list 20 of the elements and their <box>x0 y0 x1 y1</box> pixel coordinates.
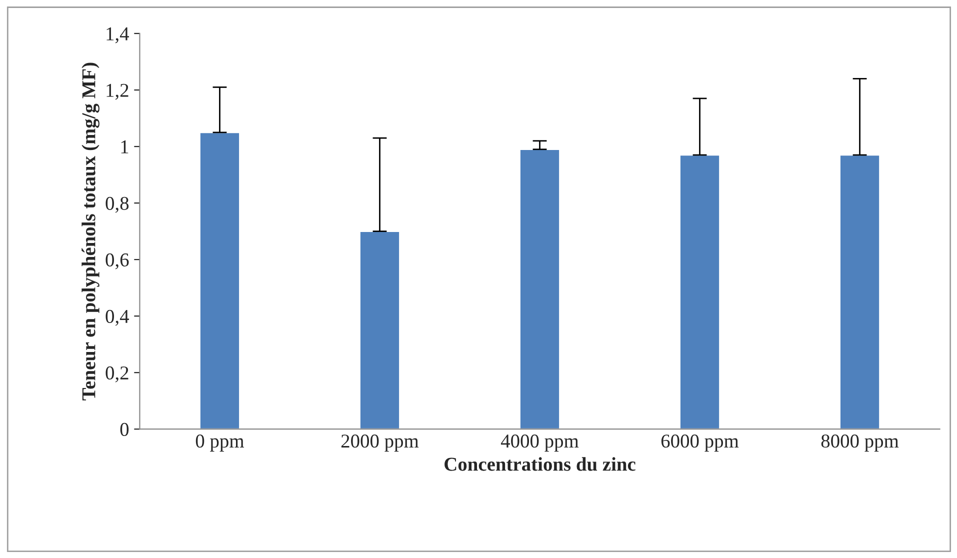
y-tick-label: 1,2 <box>106 84 128 100</box>
x-tick-label: 0 ppm <box>196 434 244 452</box>
y-tick-label: 1 <box>121 140 128 154</box>
y-tick-label: 0,8 <box>106 196 129 213</box>
y-tick-label: 0 <box>120 422 129 436</box>
bar <box>519 148 560 430</box>
x-tick-label: 6000 ppm <box>661 434 739 452</box>
bar <box>199 132 240 430</box>
y-tick-label: 0,2 <box>106 366 128 382</box>
x-tick-label: 8000 ppm <box>821 434 899 452</box>
x-axis-title: Concentrations du zinc <box>444 457 636 471</box>
x-tick-label: 2000 ppm <box>341 434 419 452</box>
bar <box>359 230 400 430</box>
y-tick-label: 0,4 <box>106 310 129 326</box>
bar <box>679 154 720 430</box>
y-tick-label: 0,6 <box>106 253 129 270</box>
y-axis-title: Teneur en polyphénols totaux (mg/g MF) <box>82 62 100 400</box>
x-tick-label: 4000 ppm <box>500 434 579 452</box>
y-tick-label: 1,4 <box>106 27 129 44</box>
bar <box>839 154 880 430</box>
